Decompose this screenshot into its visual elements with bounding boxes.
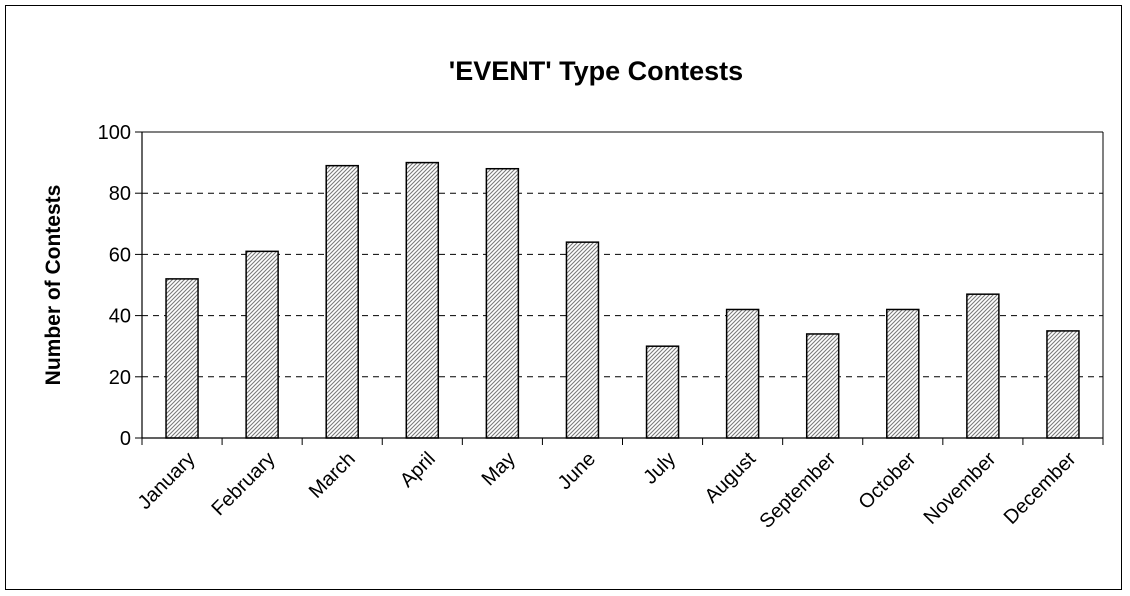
y-tick-label: 0 — [120, 428, 131, 450]
bar-january — [165, 278, 199, 439]
y-tick-label: 100 — [98, 122, 131, 144]
bar-february — [245, 250, 279, 439]
x-tick-label: May — [478, 448, 520, 490]
bar-july — [645, 345, 680, 439]
bar-march — [325, 164, 359, 439]
axes — [141, 131, 1104, 439]
x-tick-label: June — [554, 448, 600, 494]
bar-november — [966, 293, 1000, 439]
x-tick-label: July — [639, 448, 680, 489]
x-tick-label: November — [920, 448, 1001, 529]
x-tick-label: February — [208, 448, 280, 520]
x-tick-label: October — [854, 448, 920, 514]
bar-august — [725, 308, 760, 439]
chart-title: 'EVENT' Type Contests — [449, 56, 743, 86]
x-tick-label: April — [396, 448, 440, 492]
y-tick-label: 40 — [109, 306, 131, 328]
y-tick-label: 20 — [109, 367, 131, 389]
bar-june — [565, 241, 600, 439]
bar-april — [405, 161, 440, 439]
bar-september — [805, 333, 840, 439]
y-axis-label: Number of Contests — [42, 185, 65, 386]
bar-december — [1046, 330, 1080, 439]
x-tick-label: December — [1000, 448, 1081, 529]
x-tick-label: March — [305, 448, 360, 503]
y-ticks: 0 20 40 60 80 100 — [98, 122, 142, 450]
gridlines — [142, 192, 1103, 378]
x-tick-label: January — [134, 448, 200, 514]
x-ticks: January February March April May June July Augu… — [134, 438, 1104, 533]
bars — [165, 161, 1080, 439]
y-tick-label: 60 — [109, 244, 131, 266]
bar-october — [886, 308, 920, 439]
x-tick-label: August — [701, 448, 761, 508]
x-tick-label: September — [756, 448, 841, 533]
bar-may — [485, 167, 520, 439]
y-tick-label: 80 — [109, 183, 131, 205]
